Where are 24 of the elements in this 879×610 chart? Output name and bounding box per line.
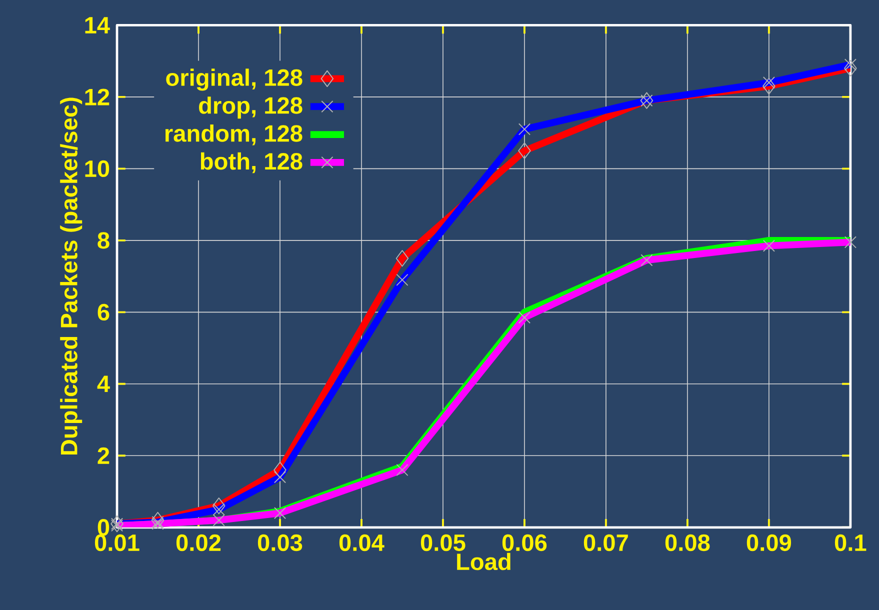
- x-tick-label: 0.02: [176, 534, 221, 551]
- y-tick-label: 14: [85, 16, 110, 34]
- x-tick-label: 0.01: [94, 534, 140, 551]
- x-tick-label: 0.06: [502, 534, 547, 551]
- legend-label: both, 128: [200, 152, 302, 174]
- y-tick-label: 8: [98, 232, 110, 249]
- y-tick-label: 6: [98, 304, 110, 320]
- legend-label: original, 128: [166, 68, 302, 91]
- x-axis-title: Load: [457, 552, 510, 570]
- x-tick-label: 0.08: [665, 534, 710, 551]
- x-tick-label: 0.1: [834, 534, 866, 551]
- x-tick-label: 0.04: [339, 534, 384, 551]
- y-tick-label: 12: [85, 88, 110, 106]
- x-tick-label: 0.09: [746, 534, 792, 551]
- x-tick-label: 0.05: [420, 534, 466, 551]
- legend-label: random, 128: [165, 124, 302, 146]
- legend-label: drop, 128: [199, 96, 302, 118]
- y-tick-label: 0: [98, 518, 110, 536]
- y-tick-label: 2: [98, 447, 110, 464]
- y-tick-label: 10: [85, 160, 110, 177]
- y-tick-label: 4: [97, 376, 110, 392]
- x-tick-label: 0.03: [258, 534, 302, 551]
- x-tick-label: 0.07: [584, 534, 628, 551]
- y-axis-title: Duplicated Packets (packet/sec): [60, 98, 82, 454]
